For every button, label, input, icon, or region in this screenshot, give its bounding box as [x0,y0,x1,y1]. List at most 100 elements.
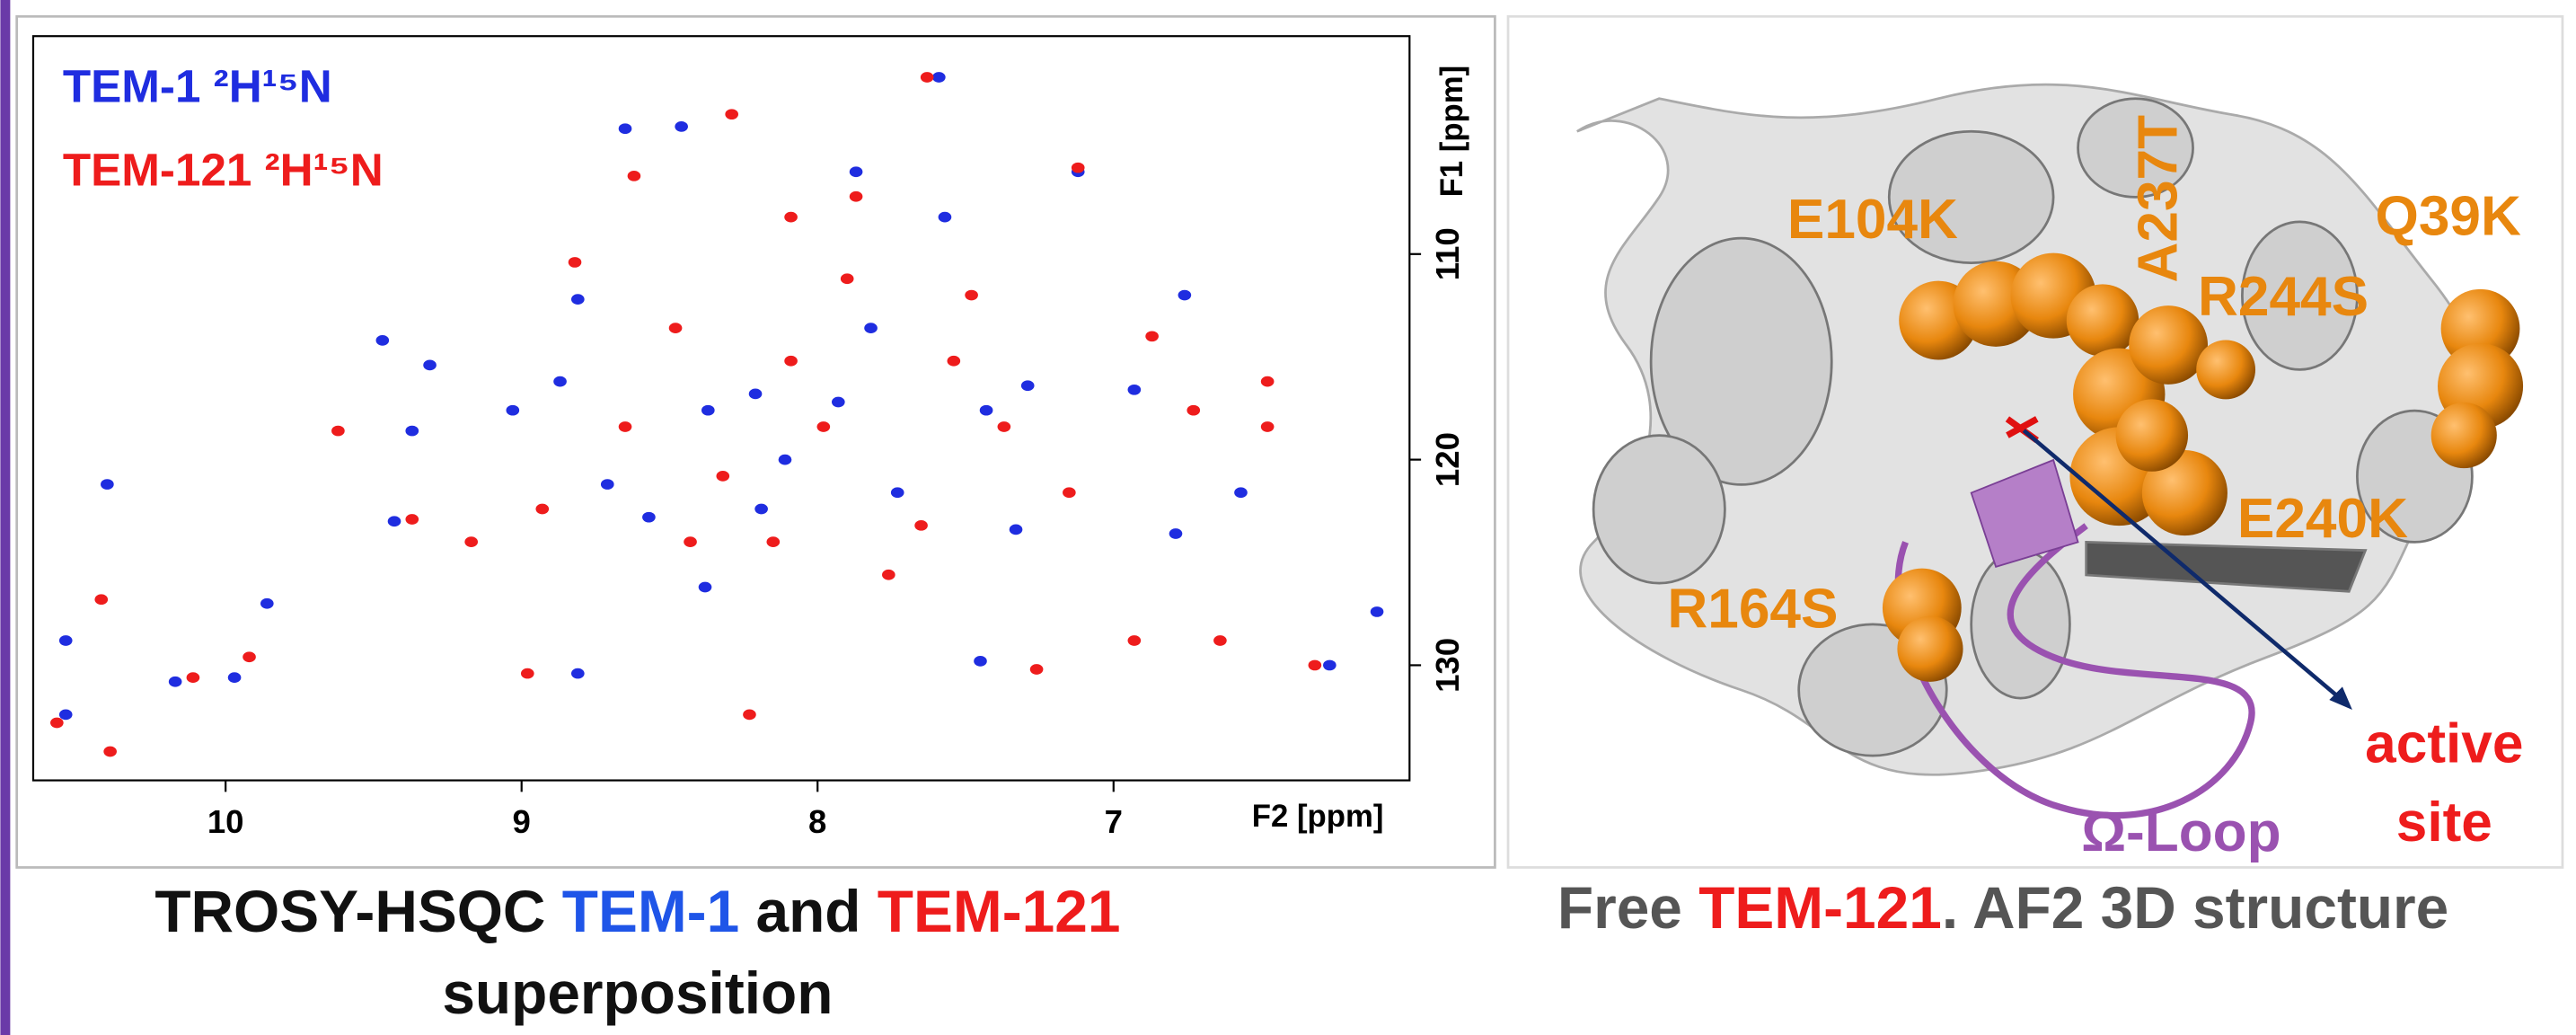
mutation-label: E240K [2237,488,2408,550]
loop-label: Ω-Loop [2081,801,2280,863]
structure-caption: Free TEM-121. AF2 3D structure [1557,874,2448,941]
peak [568,257,582,268]
peak [698,581,712,593]
peak [1029,664,1044,675]
caption: superposition [442,960,833,1026]
peak [849,190,863,202]
x-tick-label: 7 [1105,803,1123,840]
mutation-spheres [1882,252,2524,682]
peak [1308,659,1322,671]
arrowhead [2329,686,2352,710]
caption-part: TEM-121 [878,878,1121,944]
arrow [2022,429,2348,705]
peak [1260,376,1275,387]
peak [1187,404,1201,416]
plot-frame [31,35,1411,782]
caption-part: TEM-121 [1698,874,1942,941]
peak [675,121,688,132]
legend-entry: TEM-121 ²H¹⁵N [63,145,384,196]
peak [816,421,831,432]
x-tick-label: 9 [513,803,531,840]
x-tick-label: 10 [207,803,244,840]
peak [1127,635,1142,646]
peak [864,323,878,334]
peak [932,72,946,83]
peak [1323,659,1337,671]
y-axis-label: F1 [ppm] [1435,66,1469,198]
x-axis-label: F2 [ppm] [1252,800,1384,834]
peak [831,396,845,408]
peak [103,746,117,757]
peak [1234,487,1248,499]
peak [890,487,904,499]
peak [243,651,256,663]
peak [553,376,567,387]
caption-part: TROSY-HSQC [154,878,545,944]
peak [58,709,73,721]
mutation-label: E104K [1787,189,1958,251]
peak [947,355,961,367]
peak [684,536,697,547]
peak [1213,635,1227,646]
mutation-label: A237T [2127,115,2189,283]
peak [260,597,274,609]
peak [1127,384,1142,395]
peak [627,170,641,181]
omega-loop [1894,523,2255,819]
peak [784,355,798,367]
peak [716,471,730,482]
y-tick-label: 110 [1429,227,1466,280]
caption-part: and [755,878,860,944]
panel-frame [15,14,1496,869]
caption: TROSY-HSQC TEM-1 and TEM-121 [154,878,1120,944]
peak [668,323,683,334]
peak [1009,524,1023,535]
peak [227,672,242,684]
peak [375,335,390,346]
peak [849,166,863,178]
peak [618,421,632,432]
peak [168,676,182,687]
loop-strand [1970,458,2079,568]
mutation-label: R244S [2198,266,2369,328]
x-tick-label: 8 [808,803,826,840]
peak [571,668,585,679]
peak [642,511,656,523]
active-site-label: site [2396,792,2492,854]
accent-bar [0,0,11,1035]
legend-entry: TEM-1 ²H¹⁵N [63,60,332,111]
peak [405,514,419,525]
peak [979,404,993,416]
peak [50,717,64,729]
y-tick-label: 120 [1429,432,1466,487]
peak [520,668,534,679]
peak [387,516,401,527]
peak [1169,528,1183,539]
peak [778,454,792,465]
peak [600,479,614,490]
peak [186,672,200,684]
peak [965,289,978,301]
peak [618,123,632,135]
peak [1071,162,1085,173]
peak [571,294,585,305]
peak [938,211,952,223]
peak [1260,421,1275,432]
mutation-label: Q39K [2376,185,2521,247]
peak [743,709,756,721]
peak [914,519,928,531]
mutation-labels: E104K A237T R244S Q39K E240K R164S [1667,115,2521,641]
peak [1145,331,1159,342]
peak [1020,380,1035,392]
peak [701,404,715,416]
peak [331,425,345,437]
peak [1178,289,1192,301]
caption-part: TEM-1 [562,878,739,944]
y-tick-label: 130 [1429,638,1466,693]
peak [101,479,114,490]
peak [754,503,768,515]
peak [535,503,550,515]
active-site-label: active [2365,712,2523,774]
